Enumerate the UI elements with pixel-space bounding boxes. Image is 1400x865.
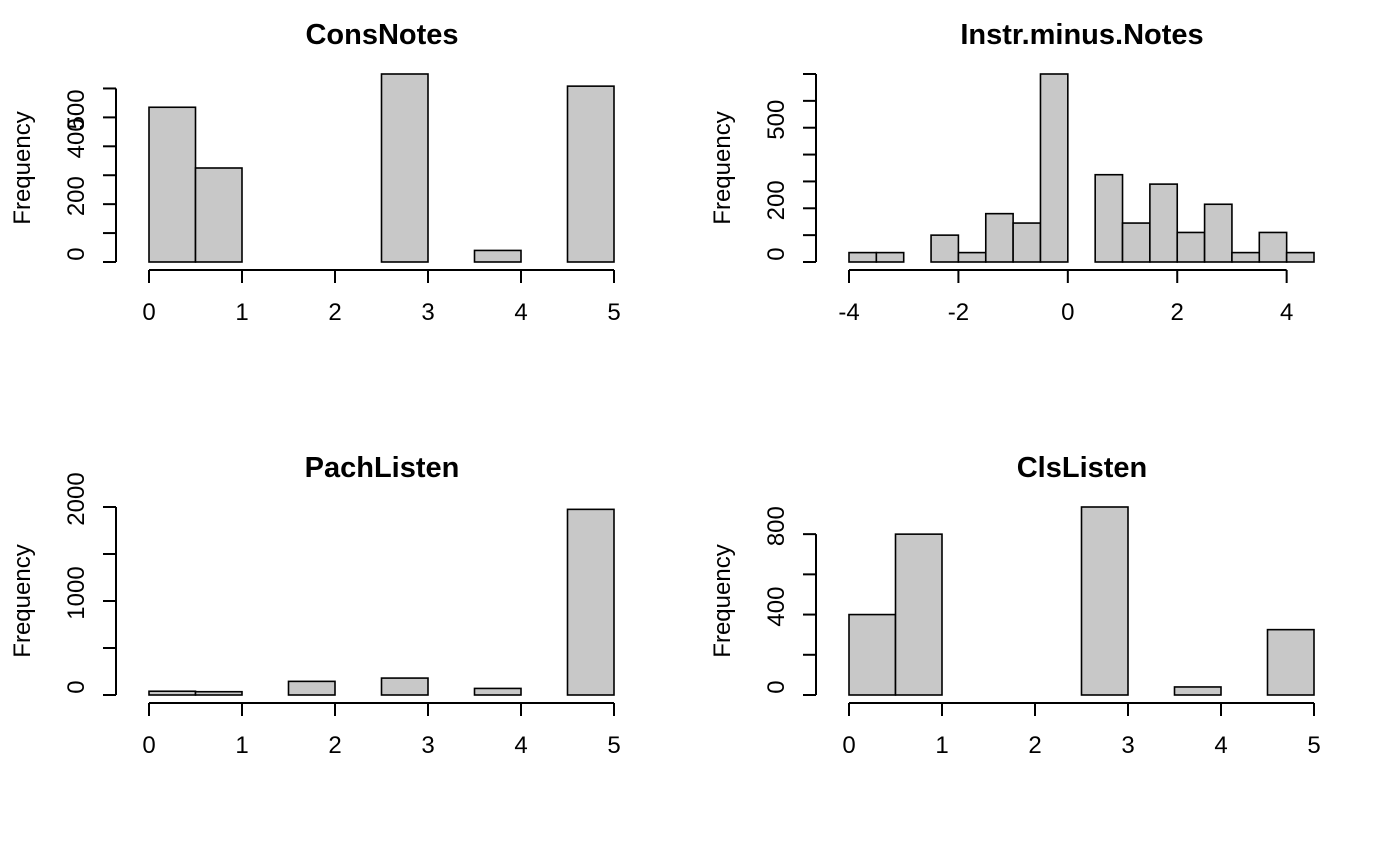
x-tick-label: 2 [1171, 299, 1184, 326]
y-axis-label: Frequency [9, 111, 36, 224]
x-tick-label: 5 [1307, 732, 1320, 759]
y-tick-label: 200 [63, 176, 90, 216]
x-tick-label: 0 [1061, 299, 1074, 326]
histogram-bar [148, 690, 197, 696]
histogram-bar [930, 234, 960, 263]
x-axis: 0 1 2 3 4 5 [842, 702, 1321, 759]
y-tick-label: 500 [63, 89, 90, 129]
histogram-bar [194, 690, 243, 696]
panel-pachlisten: PachListen Frequency 0 1 2 3 4 5 0 1000 2000 [9, 452, 621, 759]
x-axis: 0 1 2 3 4 5 [142, 702, 621, 759]
histogram-bar [566, 85, 615, 263]
panel-title: ClsListen [1017, 452, 1148, 484]
histogram-bar [148, 106, 197, 263]
y-tick-label: 0 [63, 247, 90, 260]
y-tick-label: 800 [763, 506, 790, 546]
x-tick-label: 1 [235, 299, 248, 326]
x-tick-label: -4 [838, 299, 859, 326]
x-tick-label: 4 [1280, 299, 1293, 326]
x-tick-label: 1 [235, 732, 248, 759]
x-tick-label: 4 [514, 299, 527, 326]
histogram-bar [566, 508, 615, 696]
y-tick-label: 2000 [63, 472, 90, 525]
histogram-bar [287, 680, 336, 696]
x-tick-label: 2 [328, 732, 341, 759]
histogram-bar [473, 249, 522, 263]
x-tick-label: 0 [142, 299, 155, 326]
y-tick-label: 200 [763, 180, 790, 220]
histogram-bar [1149, 183, 1179, 263]
y-axis: 0 400 800 [763, 506, 817, 696]
x-tick-label: 0 [142, 732, 155, 759]
histogram-bar [1176, 231, 1206, 263]
y-axis: 0 1000 2000 [63, 472, 117, 696]
y-tick-label: 1000 [63, 566, 90, 619]
bars-group [848, 73, 1315, 263]
histogram-bar [1285, 251, 1315, 263]
histogram-bar [380, 73, 429, 263]
histogram-bar [1080, 506, 1129, 696]
histogram-bar [194, 167, 243, 263]
y-axis-label: Frequency [9, 544, 36, 657]
x-tick-label: 0 [842, 732, 855, 759]
y-tick-label: 0 [763, 680, 790, 693]
y-axis-label: Frequency [709, 111, 736, 224]
histogram-bar [473, 687, 522, 696]
y-tick-label: 0 [763, 247, 790, 260]
histogram-bar [1258, 231, 1288, 263]
histogram-bar [1266, 628, 1315, 696]
histogram-bar [380, 677, 429, 696]
x-tick-label: 5 [607, 732, 620, 759]
x-tick-label: -2 [948, 299, 969, 326]
bars-group [148, 508, 615, 696]
histogram-bar [984, 212, 1014, 263]
histogram-bar [1094, 173, 1124, 263]
x-tick-label: 1 [935, 732, 948, 759]
x-tick-label: 4 [514, 732, 527, 759]
x-tick-label: 2 [328, 299, 341, 326]
histogram-bar [848, 251, 878, 263]
histogram-bar [957, 251, 987, 263]
x-tick-label: 3 [421, 732, 434, 759]
histogram-bar [1203, 203, 1233, 263]
histogram-bar [894, 533, 943, 696]
y-tick-label: 0 [63, 680, 90, 693]
x-axis: -4 -2 0 2 4 [838, 269, 1293, 326]
y-tick-label: 400 [763, 587, 790, 627]
bars-group [848, 506, 1315, 696]
histogram-bar [1173, 686, 1222, 696]
panel-title: ConsNotes [305, 19, 458, 51]
histogram-bar [848, 613, 897, 696]
y-tick-label: 400 [63, 118, 90, 158]
x-tick-label: 3 [421, 299, 434, 326]
x-axis: 0 1 2 3 4 5 [142, 269, 621, 326]
histogram-bar [1012, 222, 1042, 263]
panel-title: Instr.minus.Notes [960, 19, 1203, 51]
x-tick-label: 4 [1214, 732, 1227, 759]
panel-clslisten: ClsListen Frequency 0 1 2 3 4 5 0 400 800 [709, 452, 1321, 759]
x-tick-label: 5 [607, 299, 620, 326]
histogram-bar [875, 251, 905, 263]
bars-group [148, 73, 615, 263]
y-tick-label: 500 [763, 100, 790, 140]
y-axis-label: Frequency [709, 544, 736, 657]
histogram-bar [1231, 251, 1261, 263]
panel-instr-minus-notes: Instr.minus.Notes Frequency -4 -2 0 2 4 0 200… [709, 19, 1315, 326]
histogram-bar [1121, 222, 1151, 263]
panel-title: PachListen [305, 452, 460, 484]
x-tick-label: 2 [1028, 732, 1041, 759]
histogram-bar [1039, 73, 1069, 263]
y-axis: 0 200 500 [763, 73, 817, 263]
x-tick-label: 3 [1121, 732, 1134, 759]
